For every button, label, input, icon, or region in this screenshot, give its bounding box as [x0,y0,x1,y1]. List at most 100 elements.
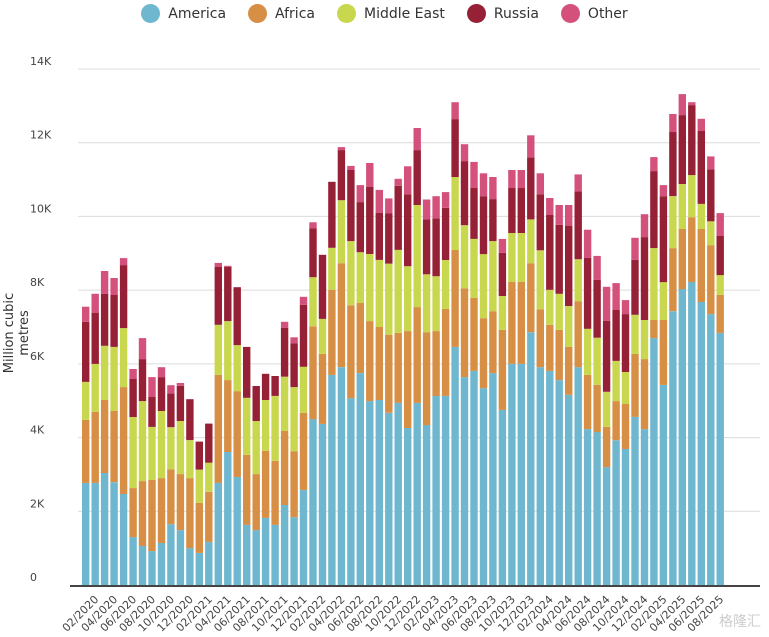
bar-segment [91,411,99,483]
bar-segment [138,481,147,546]
bar-segment [309,277,317,327]
bar-segment [413,150,421,205]
bar-segment [498,296,507,330]
bar-segment [157,543,166,585]
bar-segment [441,208,450,260]
bar-segment [669,311,677,585]
bar-segment [280,327,289,377]
bar-segment [337,150,346,201]
bar-segment [546,324,554,371]
bar-segment [347,241,355,306]
bar-segment [451,346,459,585]
legend-item[interactable]: Russia [466,4,539,23]
legend-item[interactable]: Other [560,4,628,23]
bar-segment [432,196,440,219]
bar-segment [328,289,336,375]
bar-segment [432,395,440,585]
bar-segment [489,241,497,312]
bar-segment [583,429,592,585]
bar-segment [404,194,412,267]
bar-segment [707,314,715,585]
bar-segment [650,171,658,249]
bar-segment [110,411,118,483]
bar-segment [148,377,156,397]
bar-segment [138,359,147,402]
legend-label: Other [587,5,628,22]
bar-segment [621,449,630,585]
bar-segment [176,421,185,475]
bar-segment [612,401,620,441]
bar-segment [318,318,327,354]
bar-segment [91,313,99,364]
bar-segment [413,402,421,585]
bar-segment [328,181,336,248]
bar-segment [280,505,289,585]
bar-segment [479,196,488,255]
bar-segment [527,135,535,158]
bar-segment [546,289,554,325]
bar-segment [536,194,544,251]
bar-segment [290,343,298,388]
bar-segment [309,326,317,420]
legend-item[interactable]: Africa [248,4,315,23]
bar-segment [394,332,402,403]
bar-segment [413,128,421,151]
bar-segment [366,321,374,402]
bar-segment [233,477,241,585]
bar-segment [413,205,421,308]
bar-segment [422,332,431,426]
legend-item[interactable]: Middle East [336,4,445,23]
bar-segment [309,419,317,585]
bar-segment [631,237,639,260]
bar-segment [366,163,374,187]
bar-segment [119,494,128,585]
bar-segment [214,262,222,267]
bar-segment [602,467,611,585]
y-tick-label: 10K [30,202,52,215]
bar-segment [233,287,241,346]
bar-segment [224,380,232,452]
bar-segment [375,400,383,585]
bar-segment [498,238,507,253]
bar-segment [148,426,156,480]
bar-segment [224,451,232,585]
bar-segment [119,387,128,494]
bar-segment [527,263,535,333]
bar-segment [517,188,525,233]
bar-segment [574,259,582,302]
bar-segment [470,188,478,239]
bar-segment [366,186,374,254]
bar-segment [422,274,431,333]
bar-segment [479,254,488,319]
bar-segment [82,381,90,420]
bar-segment [498,409,507,585]
bar-segment [252,421,260,475]
bar-segment [347,398,355,585]
bar-segment [176,474,185,531]
bar-segment [138,338,147,360]
bar-segment [631,314,639,354]
bar-segment [356,252,364,304]
bar-segment [290,517,298,585]
bar-segment [167,393,175,428]
bar-segment [546,198,554,215]
bar-segment [148,397,156,427]
bar-segment [129,537,137,585]
bar-segment [91,293,99,313]
bar-segment [583,257,592,329]
bar-segment [252,386,260,421]
bar-segment [318,423,327,585]
bar-segment [205,491,213,542]
bar-segment [432,331,440,396]
bar-segment [489,199,497,242]
bar-segment [195,502,203,553]
bar-segment [498,252,507,296]
bar-segment [394,250,402,333]
legend-swatch [466,4,486,23]
bar-segment [697,229,705,302]
bar-segment [214,266,222,325]
legend-item[interactable]: America [141,4,226,23]
bar-segment [555,205,563,225]
bar-segment [195,552,203,585]
bar-segment [602,286,611,321]
